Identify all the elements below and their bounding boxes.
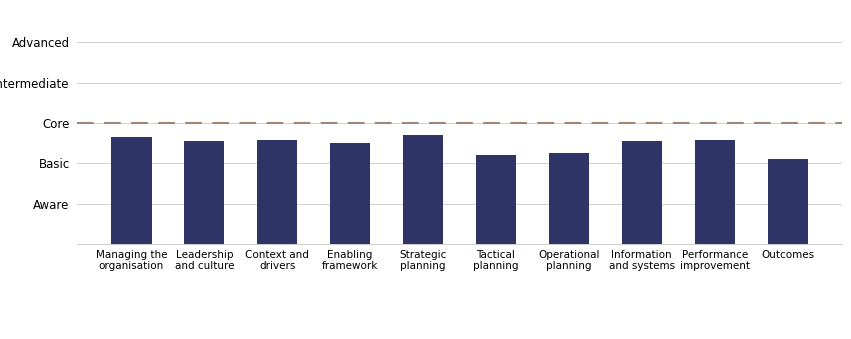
Bar: [549, 153, 589, 244]
Bar: [257, 140, 297, 244]
Legend: State average, Core: State average, Core: [351, 337, 568, 339]
Bar: [111, 137, 151, 244]
Bar: [403, 135, 443, 244]
Bar: [330, 143, 370, 244]
Bar: [476, 155, 516, 244]
Bar: [622, 141, 662, 244]
Bar: [768, 159, 808, 244]
Bar: [694, 140, 734, 244]
Bar: [185, 141, 225, 244]
